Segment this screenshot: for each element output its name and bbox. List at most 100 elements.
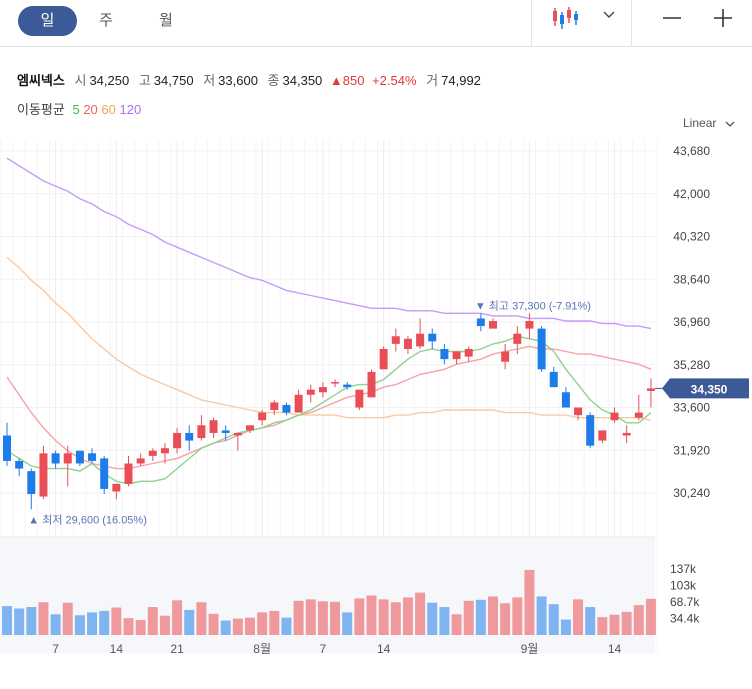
ma20-label: 20 xyxy=(83,102,98,117)
candle xyxy=(379,346,388,370)
current-price-tag: 34,350 xyxy=(655,378,749,399)
volume-bar xyxy=(62,602,73,635)
candle xyxy=(88,448,97,464)
candle xyxy=(489,318,497,329)
candle xyxy=(246,425,254,433)
candle-body xyxy=(598,430,607,441)
volume-bar xyxy=(390,602,401,635)
volume-bar xyxy=(147,607,158,635)
moving-average-label: 이동평균 xyxy=(17,102,65,117)
candle xyxy=(258,410,267,426)
chevron-down-icon[interactable] xyxy=(601,8,617,22)
volume-label: 거 xyxy=(426,73,439,88)
volume-bar xyxy=(415,592,426,635)
volume-bar xyxy=(99,610,110,635)
candle xyxy=(209,417,218,439)
candle-body xyxy=(51,453,60,464)
candle xyxy=(452,351,461,365)
volume-bar xyxy=(257,612,268,635)
volume-bar xyxy=(269,610,280,635)
candle xyxy=(306,384,315,403)
candle-body xyxy=(586,415,595,446)
price-tick-label: 36,960 xyxy=(673,315,710,329)
candle-body xyxy=(574,407,583,416)
close-value: 34,350 xyxy=(282,73,323,88)
volume-bar xyxy=(38,602,49,635)
volume-bar xyxy=(159,615,170,635)
candle xyxy=(173,427,182,454)
volume-bar xyxy=(208,613,219,635)
candle xyxy=(148,448,157,461)
candle-body xyxy=(282,404,291,413)
candle-body xyxy=(367,371,376,398)
horizontal-gridlines xyxy=(0,150,655,494)
candle-body xyxy=(464,348,473,357)
candle-body xyxy=(391,336,400,344)
candlestick-icon[interactable] xyxy=(551,5,581,31)
volume-background xyxy=(0,536,655,653)
volume-bar xyxy=(317,601,328,635)
candle xyxy=(403,336,412,355)
tab-monthly[interactable]: 월 xyxy=(159,12,173,29)
tab-daily[interactable]: 일 xyxy=(18,6,77,36)
candle xyxy=(75,450,84,467)
candle-body xyxy=(112,483,121,492)
toolbar-divider xyxy=(531,0,532,46)
volume-axis: 137k 103k 68.7k 34.4k xyxy=(670,562,700,625)
candle xyxy=(27,468,36,510)
volume-bar xyxy=(645,598,656,635)
volume-bar xyxy=(354,598,365,635)
volume-bar xyxy=(463,600,474,635)
change-percent: +2.54% xyxy=(372,73,417,88)
price-tick-label: 35,280 xyxy=(673,358,710,372)
candle xyxy=(160,443,169,464)
tab-weekly[interactable]: 주 xyxy=(99,12,113,29)
volume-bar xyxy=(597,617,608,635)
candle-body xyxy=(197,425,206,439)
candle-body xyxy=(39,453,48,497)
volume-bar xyxy=(305,599,316,635)
moving-average-legend[interactable]: 이동평균 5 20 60 120 xyxy=(17,99,141,118)
candle xyxy=(549,366,558,388)
volume-bar xyxy=(366,595,377,635)
low-label: 저 xyxy=(203,73,216,88)
candle-body xyxy=(355,389,364,408)
volume-value: 74,992 xyxy=(441,73,481,88)
scale-label: Linear xyxy=(683,116,717,130)
candle-body xyxy=(233,432,242,436)
candle xyxy=(221,425,230,441)
date-tick-label: 8월 xyxy=(253,642,271,656)
candle-body xyxy=(100,458,109,489)
ma20-line xyxy=(6,345,652,470)
plus-icon[interactable] xyxy=(711,6,735,30)
candle-body xyxy=(331,382,340,384)
candle-body xyxy=(270,402,279,411)
price-tick-label: 40,320 xyxy=(673,230,710,244)
candle-body xyxy=(549,371,558,388)
toolbar-divider xyxy=(631,0,632,46)
price-tick-label: 43,680 xyxy=(673,144,710,158)
minus-icon[interactable] xyxy=(660,6,684,30)
stock-name: 엠씨넥스 xyxy=(17,73,65,88)
volume-bar xyxy=(512,597,523,635)
candle xyxy=(598,430,607,444)
volume-bar xyxy=(232,618,243,635)
current-price-badge xyxy=(662,378,749,399)
scale-dropdown[interactable]: Linear xyxy=(683,116,736,130)
volume-bar xyxy=(74,615,85,635)
open-label: 시 xyxy=(74,73,87,88)
candle xyxy=(367,369,376,398)
volume-bar xyxy=(633,605,644,635)
volume-bar xyxy=(427,602,438,635)
candle xyxy=(197,415,206,441)
candle-body xyxy=(537,328,546,370)
candle-body xyxy=(148,450,157,456)
price-axis: 43,680 42,000 40,320 38,640 36,960 35,280 33,6… xyxy=(673,144,710,500)
candle xyxy=(233,432,242,451)
price-tick-label: 42,000 xyxy=(673,187,710,201)
candle xyxy=(416,318,425,349)
candle xyxy=(537,326,546,372)
candle-body xyxy=(124,463,133,484)
candle xyxy=(391,328,400,352)
candle-body xyxy=(27,471,36,495)
